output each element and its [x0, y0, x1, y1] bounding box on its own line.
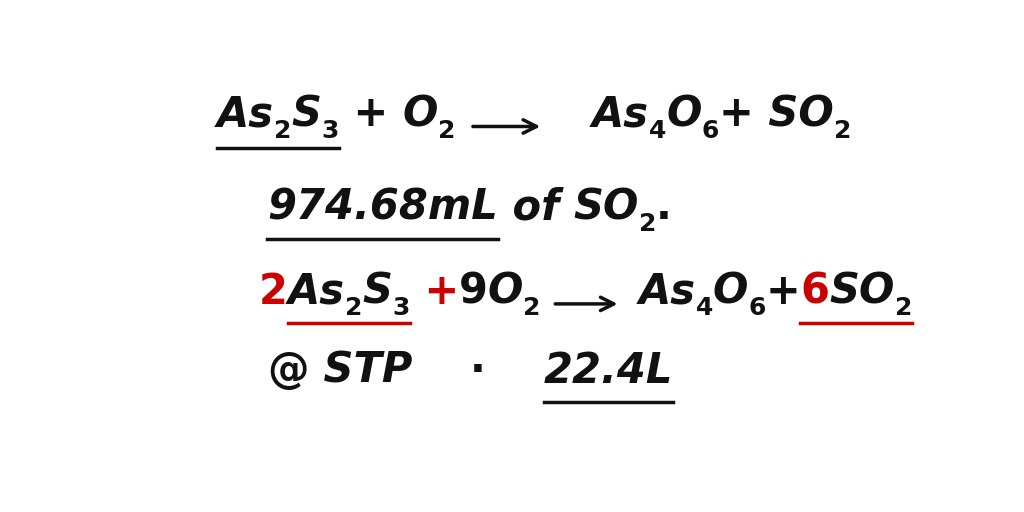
Text: 2: 2 — [437, 119, 455, 143]
Text: O: O — [402, 94, 437, 136]
Text: 2: 2 — [639, 211, 656, 236]
Text: 4: 4 — [649, 119, 667, 143]
Text: 2: 2 — [259, 271, 288, 313]
Text: +: + — [410, 271, 459, 313]
Text: 6: 6 — [701, 119, 719, 143]
Text: 6: 6 — [801, 271, 829, 313]
Text: S: S — [291, 94, 322, 136]
Text: + SO: + SO — [719, 94, 834, 136]
Text: STP: STP — [308, 350, 412, 392]
Text: of: of — [498, 186, 573, 228]
Text: @: @ — [267, 350, 308, 392]
Text: As: As — [638, 271, 695, 313]
Text: 3: 3 — [322, 119, 339, 143]
Text: 2: 2 — [834, 119, 851, 143]
Text: +: + — [766, 271, 801, 313]
Text: ·: · — [412, 350, 544, 392]
Text: O: O — [667, 94, 701, 136]
Text: 6: 6 — [749, 296, 766, 321]
Text: 9: 9 — [459, 271, 487, 313]
Text: 22.4L: 22.4L — [544, 350, 673, 392]
Text: 3: 3 — [392, 296, 410, 321]
Text: SO: SO — [573, 186, 639, 228]
Text: As: As — [288, 271, 345, 313]
Text: .: . — [656, 186, 672, 228]
Text: 4: 4 — [695, 296, 713, 321]
Text: 974.68mL: 974.68mL — [267, 186, 498, 228]
Text: 2: 2 — [345, 296, 362, 321]
Text: As: As — [217, 94, 273, 136]
Text: S: S — [362, 271, 392, 313]
Text: 2: 2 — [895, 296, 912, 321]
Text: O: O — [713, 271, 749, 313]
Text: O: O — [487, 271, 523, 313]
Text: +: + — [339, 94, 402, 136]
Text: 2: 2 — [523, 296, 541, 321]
Text: 2: 2 — [273, 119, 291, 143]
Text: As: As — [592, 94, 649, 136]
Text: SO: SO — [829, 271, 895, 313]
